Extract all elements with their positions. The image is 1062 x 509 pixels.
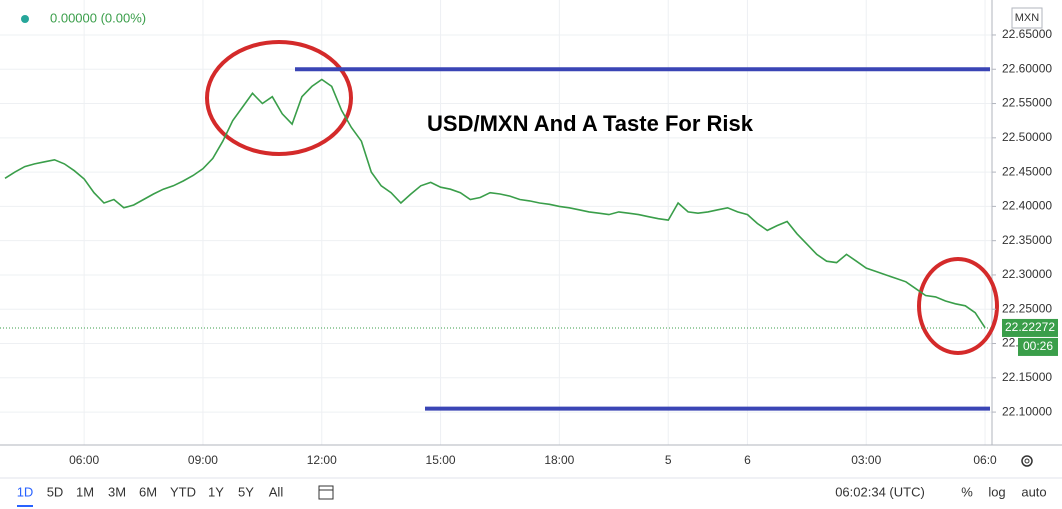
y-tick-label: 22.50000 bbox=[1002, 130, 1052, 144]
range-button[interactable]: 5Y bbox=[238, 484, 254, 499]
x-tick-label: 15:00 bbox=[426, 453, 456, 467]
y-tick-label: 22.55000 bbox=[1002, 96, 1052, 110]
y-tick-label: 22.65000 bbox=[1002, 27, 1052, 41]
range-button[interactable]: 1M bbox=[76, 484, 94, 499]
date-range-icon[interactable] bbox=[318, 485, 334, 500]
currency-box[interactable] bbox=[1011, 7, 1043, 29]
log-toggle[interactable]: log bbox=[988, 484, 1005, 499]
countdown-label: 00:26 bbox=[1023, 339, 1053, 353]
y-tick-label: 22.40000 bbox=[1002, 199, 1052, 213]
x-tick-label: 03:00 bbox=[851, 453, 881, 467]
last-price-box bbox=[1002, 318, 1058, 337]
last-price-label: 22.22272 bbox=[1005, 320, 1055, 334]
y-tick-label: 22.10000 bbox=[1002, 404, 1052, 418]
status-dot bbox=[21, 15, 29, 23]
x-tick-label: 09:00 bbox=[188, 453, 218, 467]
percent-toggle[interactable]: % bbox=[961, 484, 973, 499]
auto-toggle[interactable]: auto bbox=[1021, 484, 1046, 499]
x-tick-label: 06:0 bbox=[973, 453, 997, 467]
x-tick-label: 6 bbox=[744, 453, 751, 467]
y-tick-label: 22.15000 bbox=[1002, 370, 1052, 384]
currency-label[interactable]: MXN bbox=[1015, 12, 1040, 24]
price-line bbox=[4, 78, 986, 329]
range-button[interactable]: 5D bbox=[47, 484, 64, 499]
y-tick-label: 22.30000 bbox=[1002, 267, 1052, 281]
x-tick-label: 18:00 bbox=[544, 453, 574, 467]
range-button[interactable]: YTD bbox=[170, 484, 196, 499]
x-tick-label: 12:00 bbox=[307, 453, 337, 467]
x-tick-label: 5 bbox=[665, 453, 672, 467]
settings-icon[interactable] bbox=[1021, 455, 1033, 467]
y-tick-label: 22.25000 bbox=[1002, 301, 1052, 315]
x-tick-label: 06:00 bbox=[69, 453, 99, 467]
range-button[interactable]: 1D bbox=[17, 484, 34, 499]
range-button[interactable]: 3M bbox=[108, 484, 126, 499]
countdown-box bbox=[1018, 337, 1058, 356]
range-button[interactable]: 1Y bbox=[208, 484, 224, 499]
highlight-ellipse bbox=[205, 40, 353, 156]
clock: 06:02:34 (UTC) bbox=[835, 484, 925, 499]
change-label: 0.00000 (0.00%) bbox=[50, 10, 146, 25]
range-button[interactable]: All bbox=[269, 484, 284, 499]
y-tick-label: 22.45000 bbox=[1002, 164, 1052, 178]
y-tick-label: 22.60000 bbox=[1002, 61, 1052, 75]
y-tick-label: 22.35000 bbox=[1002, 233, 1052, 247]
range-button[interactable]: 6M bbox=[139, 484, 157, 499]
grid bbox=[0, 0, 992, 445]
highlight-ellipse bbox=[917, 257, 999, 355]
annotation: USD/MXN And A Taste For Risk bbox=[427, 111, 754, 136]
